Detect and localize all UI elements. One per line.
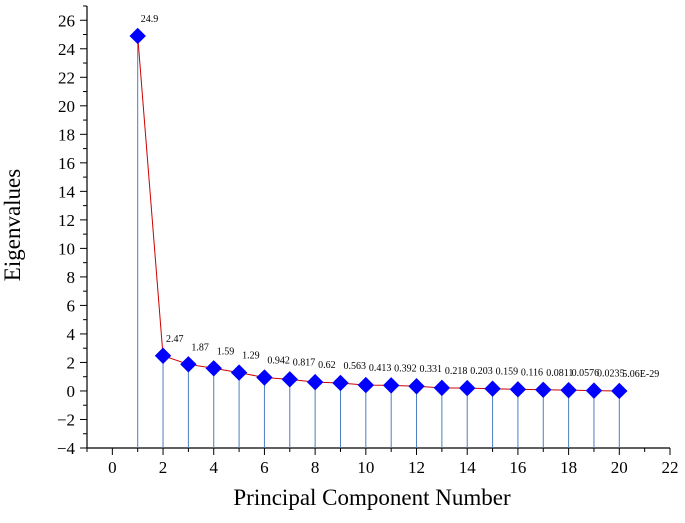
drop-lines xyxy=(137,35,620,448)
data-point xyxy=(230,364,248,381)
x-tick-label: 20 xyxy=(611,458,628,477)
data-label: 5.06E-29 xyxy=(622,369,659,380)
y-tick-label: 10 xyxy=(58,239,75,258)
data-label: 0.0811 xyxy=(546,368,573,379)
data-label: 1.87 xyxy=(191,342,209,353)
data-label: 1.29 xyxy=(242,351,260,362)
data-point xyxy=(408,378,425,395)
x-tick-label: 14 xyxy=(459,458,477,477)
y-tick-label: 18 xyxy=(58,125,75,144)
data-point xyxy=(180,356,197,373)
y-tick-label: 26 xyxy=(58,11,75,30)
data-point xyxy=(535,381,552,399)
data-label: 0.331 xyxy=(420,364,443,375)
data-point xyxy=(281,371,298,388)
data-point xyxy=(306,373,324,391)
data-label: 0.203 xyxy=(470,366,493,377)
data-label: 0.0576 xyxy=(572,368,600,379)
data-label: 0.563 xyxy=(343,361,366,372)
data-label: 0.392 xyxy=(394,363,417,374)
y-tick-label: 8 xyxy=(67,268,76,287)
x-axis-title: Principal Component Number xyxy=(233,485,511,510)
y-tick-label: 24 xyxy=(58,40,76,59)
x-tick-label: 12 xyxy=(408,458,425,477)
x-tick-label: 2 xyxy=(159,458,168,477)
data-point xyxy=(433,379,451,397)
data-point xyxy=(585,382,603,399)
y-tick-label: −2 xyxy=(57,410,75,429)
data-point xyxy=(560,381,577,399)
x-tick-label: 16 xyxy=(509,458,526,477)
y-tick-label: 20 xyxy=(58,97,75,116)
x-tick-label: 18 xyxy=(560,458,577,477)
data-label: 24.9 xyxy=(141,14,159,25)
y-tick-label: 2 xyxy=(67,353,76,372)
y-axis-title: Eigenvalues xyxy=(0,169,25,281)
data-label: 0.942 xyxy=(267,356,290,367)
data-label: 0.159 xyxy=(496,367,518,378)
y-tick-label: 22 xyxy=(58,68,75,87)
data-point xyxy=(509,381,527,398)
data-point xyxy=(205,360,222,377)
axes: 0 2 4 6 8 10 12 14 16 18 20 22−4−202468101214161820… xyxy=(57,5,679,477)
data-point xyxy=(611,382,628,400)
x-tick-label: 22 xyxy=(662,458,679,477)
x-tick-label: 0 xyxy=(108,458,117,477)
data-label: 0.116 xyxy=(521,367,543,378)
data-label: 0.0235 xyxy=(597,369,625,380)
y-tick-label: 6 xyxy=(67,296,76,315)
data-labels: 24.92.471.87 1.59 1.29 0.942 0.817 0.62 0.563 0… xyxy=(141,14,660,380)
x-tick-label: 8 xyxy=(311,458,320,477)
data-point xyxy=(459,379,476,397)
x-tick-label: 6 xyxy=(260,458,269,477)
y-tick-label: 12 xyxy=(58,211,75,230)
data-label: 0.413 xyxy=(369,363,392,374)
data-point xyxy=(382,377,400,394)
data-label: 0.817 xyxy=(293,357,316,368)
y-tick-label: 0 xyxy=(67,382,76,401)
data-point xyxy=(129,27,146,45)
data-label: 0.218 xyxy=(445,366,468,377)
y-tick-label: −4 xyxy=(57,439,76,458)
data-label: 2.47 xyxy=(166,334,184,345)
y-tick-label: 16 xyxy=(58,154,75,173)
y-tick-label: 14 xyxy=(58,182,76,201)
data-point xyxy=(332,374,349,392)
x-tick-label: 10 xyxy=(357,458,374,477)
data-markers xyxy=(129,27,628,400)
x-tick-label: 4 xyxy=(209,458,218,477)
y-tick-label: 4 xyxy=(67,325,76,344)
data-label: 0.62 xyxy=(318,360,336,371)
data-point xyxy=(484,380,501,397)
data-point xyxy=(154,347,172,364)
data-point xyxy=(357,376,375,394)
data-label: 1.59 xyxy=(217,346,235,357)
data-point xyxy=(256,369,273,386)
